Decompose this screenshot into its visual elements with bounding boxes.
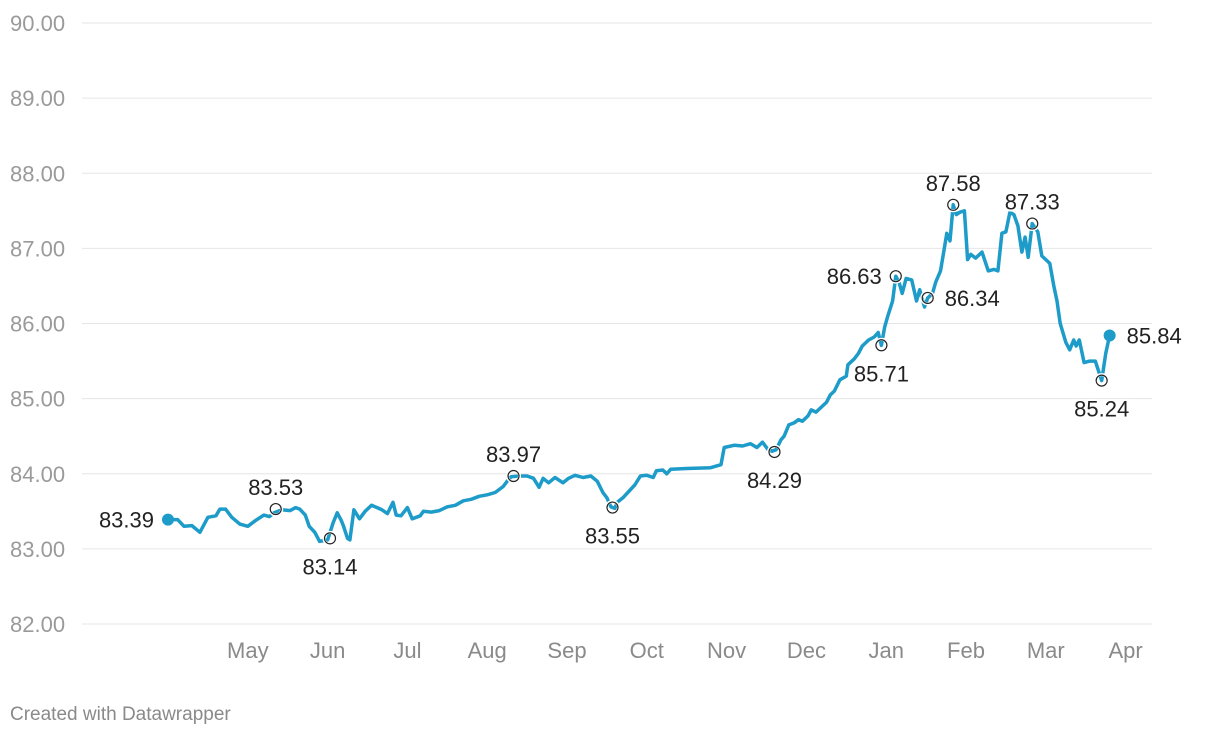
x-tick-label: May <box>227 638 269 663</box>
x-tick-label: Mar <box>1027 638 1065 663</box>
endpoint-dot <box>1103 329 1116 342</box>
x-tick-label: Feb <box>947 638 985 663</box>
annotation-label: 85.84 <box>1127 324 1182 349</box>
annotation-label: 83.53 <box>248 475 303 500</box>
marker-circle <box>606 501 619 514</box>
y-tick-label: 89.00 <box>10 86 65 111</box>
y-tick-label: 85.00 <box>10 387 65 412</box>
y-tick-label: 84.00 <box>10 462 65 487</box>
annotation-label: 87.33 <box>1005 190 1060 215</box>
x-tick-label: Oct <box>630 638 664 663</box>
y-tick-label: 86.00 <box>10 312 65 337</box>
annotation-label: 83.14 <box>302 554 357 579</box>
annotation-label: 86.34 <box>945 286 1000 311</box>
series-line <box>166 203 1112 544</box>
y-tick-label: 90.00 <box>10 11 65 36</box>
marker-circle <box>875 339 888 352</box>
marker-circle <box>1095 374 1108 387</box>
marker-circle <box>921 291 934 305</box>
marker-circle <box>768 445 781 459</box>
marker-circle <box>1026 217 1039 230</box>
marker-circle <box>889 270 902 283</box>
series-line-path <box>166 203 1112 544</box>
annotation-label: 83.39 <box>99 508 154 533</box>
marker-circle <box>323 532 337 545</box>
annotation-label: 86.63 <box>827 264 882 289</box>
x-tick-label: Aug <box>468 638 507 663</box>
marker-circle <box>947 198 960 211</box>
annotations: 83.39 83.53 83.14 83.97 83.55 84.29 85.71 86.63… <box>97 169 1184 582</box>
y-tick-label: 82.00 <box>10 612 65 637</box>
annotation-label: 85.71 <box>854 361 909 386</box>
marker-circle <box>269 502 282 516</box>
annotation-label: 83.97 <box>486 442 541 467</box>
annotation-label: 84.29 <box>747 468 802 493</box>
x-tick-label: Dec <box>787 638 826 663</box>
x-tick-label: Apr <box>1108 638 1142 663</box>
x-axis-tick-labels: May Jun Jul Aug Sep Oct Nov Dec Jan Feb Mar Apr <box>227 638 1143 663</box>
annotation-label: 87.58 <box>926 171 981 196</box>
y-tick-label: 88.00 <box>10 161 65 186</box>
y-axis-tick-labels: 82.00 83.00 84.00 85.00 86.00 87.00 88.00 89.00… <box>10 11 65 637</box>
x-tick-label: Nov <box>707 638 746 663</box>
datawrapper-credit: Created with Datawrapper <box>10 704 231 725</box>
gridlines <box>82 22 1152 625</box>
y-tick-label: 83.00 <box>10 537 65 562</box>
marker-circle <box>507 469 520 483</box>
endpoint-dot <box>162 513 174 526</box>
x-tick-label: Jul <box>393 638 421 663</box>
x-tick-label: Jun <box>310 638 345 663</box>
x-tick-label: Sep <box>547 638 586 663</box>
x-tick-label: Jan <box>868 638 903 663</box>
annotation-label: 85.24 <box>1074 397 1129 422</box>
y-tick-label: 87.00 <box>10 236 65 261</box>
annotation-label: 83.55 <box>585 524 640 549</box>
